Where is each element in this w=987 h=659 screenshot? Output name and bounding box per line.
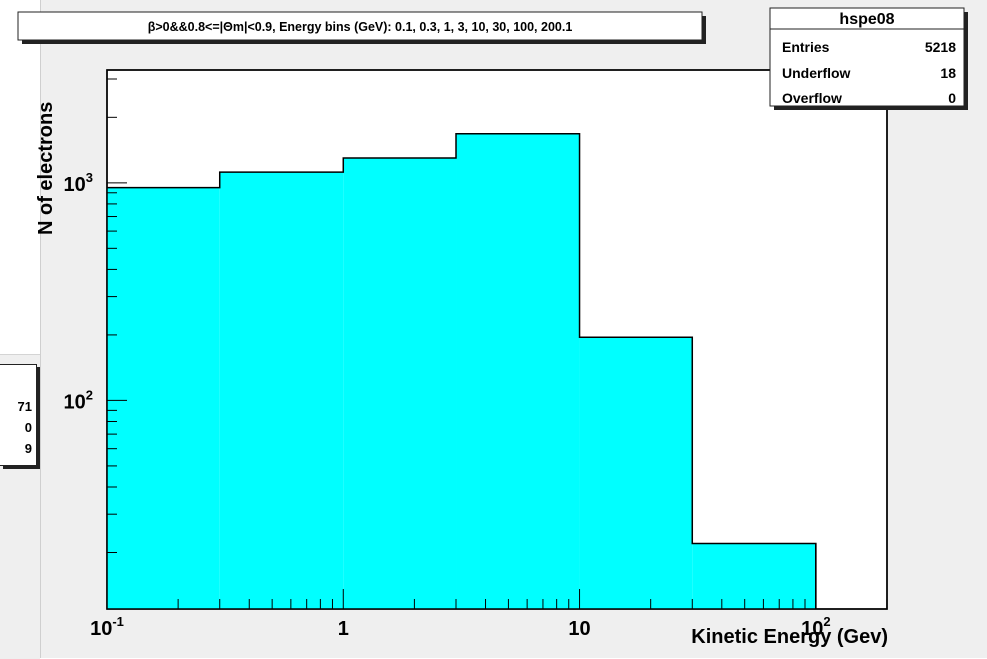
x-tick-label: 10-1	[90, 614, 124, 640]
x-axis-ticks: 10-1 1 10 102	[90, 589, 888, 640]
histogram-bin	[692, 543, 816, 609]
stats-row-label: Underflow	[782, 65, 851, 81]
histogram-bin	[219, 172, 344, 610]
subtitle-box-frame	[17, 11, 703, 41]
y-tick-label: 102	[64, 387, 93, 413]
background-stat-value: 71	[17, 399, 32, 414]
plot-frame	[106, 69, 888, 610]
stats-box: hspe08 Entries 5218 Underflow 18 Overflo…	[769, 7, 968, 110]
subtitle-text: β>0&&0.8<=|Θm|<0.9, Energy bins (GeV): 0…	[148, 20, 573, 34]
x-tick-label: 10	[568, 618, 590, 640]
y-axis-ticks: 102 103	[64, 78, 127, 554]
y-tick-label: 103	[64, 170, 93, 196]
x-tick-label: 1	[338, 618, 349, 640]
stats-box-frame	[769, 7, 965, 107]
histogram-bin	[343, 158, 457, 609]
y-axis-label: N of electrons	[35, 102, 57, 235]
stats-row-value: 18	[940, 65, 956, 81]
stats-row-value: 0	[948, 90, 956, 106]
stats-row-label: Overflow	[782, 90, 842, 106]
histogram-outline	[107, 133, 817, 609]
stats-title: hspe08	[839, 11, 894, 28]
stats-row-value: 5218	[925, 39, 956, 55]
background-stat-value: 0	[24, 420, 32, 435]
histogram-bin	[579, 337, 693, 609]
subtitle-box: β>0&&0.8<=|Θm|<0.9, Energy bins (GeV): 0…	[17, 11, 706, 44]
histogram-bars	[107, 133, 817, 610]
histogram-bin	[107, 187, 220, 609]
stats-row-label: Entries	[782, 39, 830, 55]
x-axis-label: Kinetic Energy (Gev)	[691, 626, 888, 648]
background-stats-box: 71 0 9	[0, 364, 37, 466]
histogram-bin	[456, 133, 580, 610]
background-stat-value: 9	[24, 441, 32, 456]
x-tick-label: 102	[801, 614, 830, 640]
